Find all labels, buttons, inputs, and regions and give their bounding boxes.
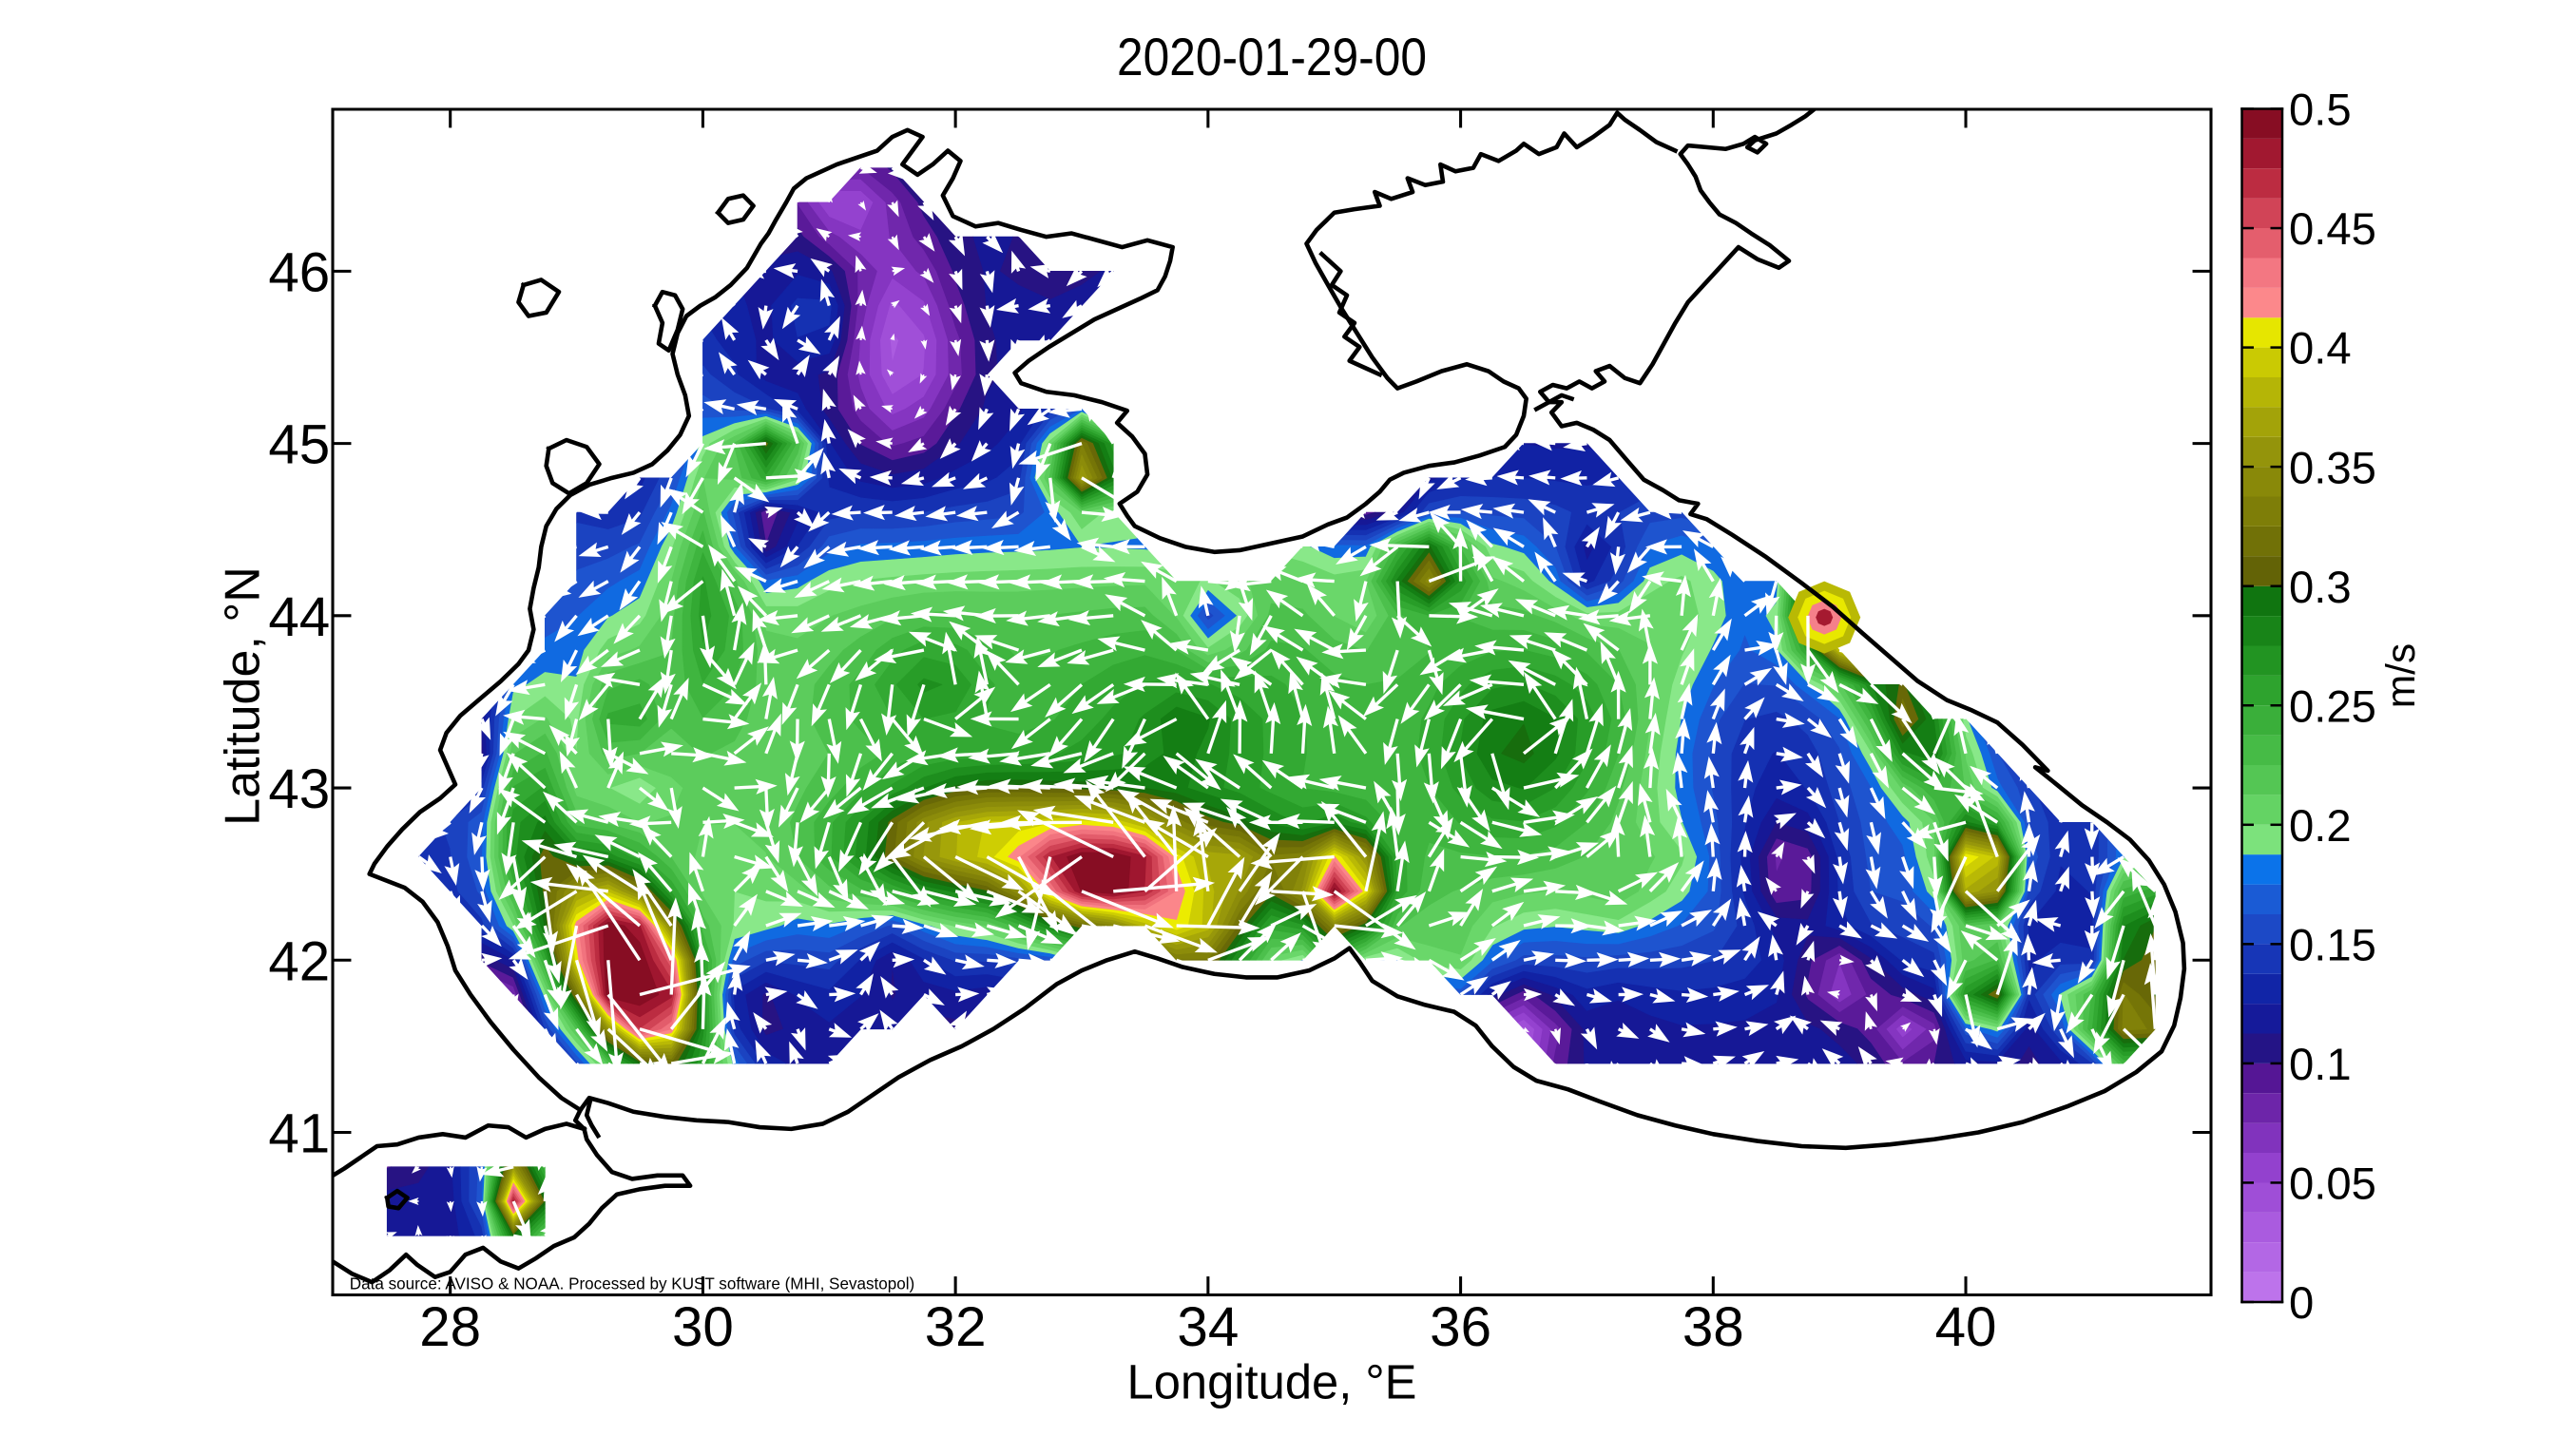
svg-text:28: 28 bbox=[419, 1296, 481, 1358]
svg-text:30: 30 bbox=[672, 1296, 734, 1358]
svg-text:2020-01-29-00: 2020-01-29-00 bbox=[1117, 28, 1427, 86]
svg-text:34: 34 bbox=[1177, 1296, 1239, 1358]
svg-text:44: 44 bbox=[268, 586, 330, 648]
svg-text:0.25: 0.25 bbox=[2289, 681, 2376, 732]
svg-text:40: 40 bbox=[1935, 1296, 1997, 1358]
svg-text:0.15: 0.15 bbox=[2289, 920, 2376, 970]
svg-text:0.2: 0.2 bbox=[2289, 801, 2352, 852]
svg-text:0.5: 0.5 bbox=[2289, 86, 2352, 136]
svg-text:0: 0 bbox=[2289, 1278, 2314, 1329]
svg-text:0.35: 0.35 bbox=[2289, 443, 2376, 493]
svg-text:0.1: 0.1 bbox=[2289, 1040, 2352, 1090]
svg-text:0.4: 0.4 bbox=[2289, 324, 2352, 374]
svg-text:Latitude, °N: Latitude, °N bbox=[215, 566, 270, 826]
svg-text:m/s: m/s bbox=[2378, 643, 2423, 708]
svg-text:45: 45 bbox=[268, 414, 330, 476]
svg-text:42: 42 bbox=[268, 930, 330, 992]
svg-text:Longitude, °E: Longitude, °E bbox=[1127, 1355, 1417, 1409]
svg-text:0.05: 0.05 bbox=[2289, 1159, 2376, 1210]
svg-text:46: 46 bbox=[268, 242, 330, 304]
svg-text:Data source: AVISO & NOAA. Pro: Data source: AVISO & NOAA. Processed by … bbox=[350, 1275, 914, 1293]
svg-text:41: 41 bbox=[268, 1103, 330, 1165]
svg-text:0.3: 0.3 bbox=[2289, 563, 2352, 613]
svg-text:43: 43 bbox=[268, 758, 330, 820]
svg-text:36: 36 bbox=[1430, 1296, 1491, 1358]
svg-text:0.45: 0.45 bbox=[2289, 204, 2376, 255]
svg-text:32: 32 bbox=[925, 1296, 987, 1358]
svg-text:38: 38 bbox=[1682, 1296, 1744, 1358]
